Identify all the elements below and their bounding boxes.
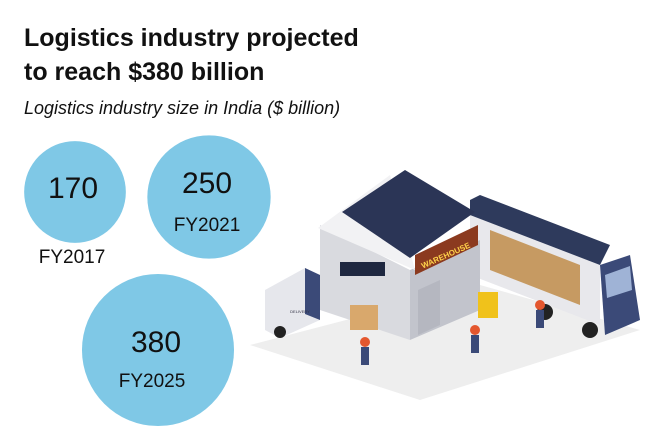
category-label: FY2021 [174,215,241,236]
chart-title: to reach $380 billion [24,58,264,86]
category-label: FY2025 [119,371,186,392]
warehouse-illustration: WAREHOUSE DELIVERY [250,170,640,400]
bubble [24,141,126,243]
value-label: 250 [182,167,232,200]
illustration-label: DELIVERY [290,309,310,314]
category-label: FY2017 [39,247,106,268]
bubble [147,135,271,259]
value-label: 170 [48,172,98,205]
value-label: 380 [131,326,181,359]
chart-title: Logistics industry projected [24,24,359,52]
bubble [81,273,235,427]
chart-subtitle: Logistics industry size in India ($ bill… [24,98,340,118]
